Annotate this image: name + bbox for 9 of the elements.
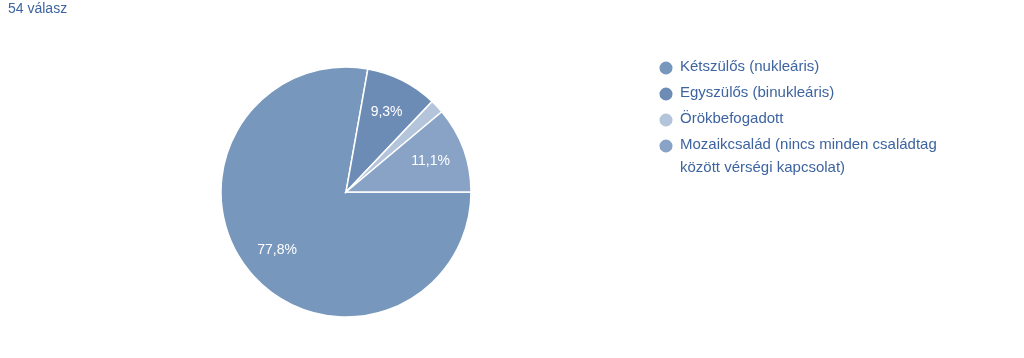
data-label: 77,8% [257, 240, 297, 257]
legend-label: Egyszülős (binukleáris) [680, 83, 835, 100]
pie-slice [220, 66, 472, 318]
legend-label: Mozaikcsalád (nincs minden családtag között vérségi kapcsolat) [680, 135, 937, 175]
text: 54 válasz [8, 0, 68, 16]
data-label: 11,1% [411, 152, 450, 169]
data-label: 9,3% [370, 102, 403, 119]
legend-label: Kétszülős (nukleáris) [680, 57, 820, 74]
legend-label: Örökbefogadott [680, 109, 785, 126]
